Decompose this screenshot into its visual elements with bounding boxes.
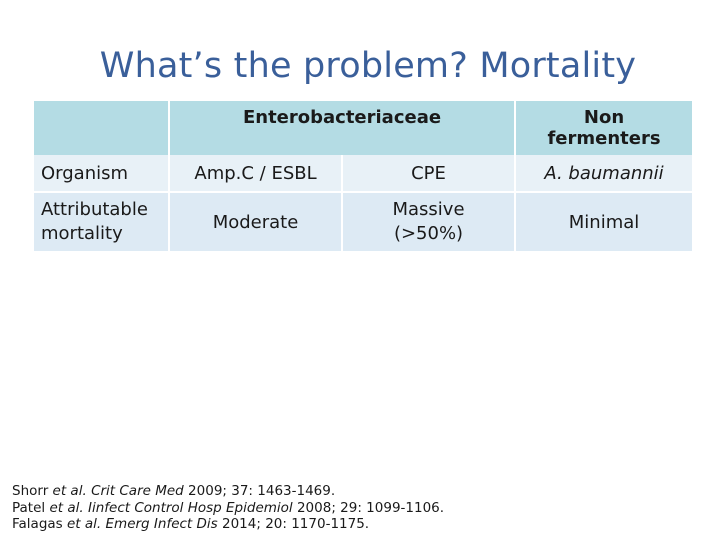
table-row: Attributable mortality Moderate Massive … [34, 191, 693, 251]
ref-etal: et al. [67, 516, 102, 532]
row-label-line2: mortality [41, 223, 123, 244]
header-non-fermenters-line1: Non [583, 107, 625, 128]
reference-item: Shorr et al. Crit Care Med 2009; 37: 146… [12, 483, 444, 500]
cell-moderate: Moderate [168, 191, 342, 251]
ref-journal: Crit Care Med [91, 483, 184, 499]
ref-etal: et al. [49, 499, 84, 516]
cell-massive: Massive (>50%) [340, 191, 516, 251]
table-row: Organism Amp.C / ESBL CPE A. baumannii [34, 155, 693, 192]
cell-massive-line2: (>50%) [393, 223, 464, 244]
ref-authors: Falagas [12, 516, 63, 532]
ref-authors: Patel [12, 499, 46, 516]
cell-minimal: Minimal [514, 191, 693, 251]
ref-journal: Emerg Infect Dis [105, 516, 218, 532]
reference-item: Patel et al. Iinfect Control Hosp Epidem… [12, 500, 444, 517]
cell-a-baumannii: A. baumannii [514, 155, 693, 192]
ref-authors: Shorr [12, 483, 49, 499]
references: Shorr et al. Crit Care Med 2009; 37: 146… [12, 483, 444, 533]
row-label-line1: Attributable [41, 199, 148, 220]
header-enterobacteriaceae: Enterobacteriaceae [167, 101, 516, 155]
cell-cpe: CPE [340, 155, 516, 192]
slide-title: What’s the problem? Mortality [99, 46, 637, 86]
mortality-table: Enterobacteriaceae Non fermenters Organi… [34, 101, 693, 251]
ref-citation: 2009; 37: 1463-1469. [188, 483, 336, 499]
ref-citation: 2008; 29: 1099-1106. [296, 499, 445, 516]
ref-etal: et al. [52, 483, 87, 499]
row-label-attributable-mortality: Attributable mortality [34, 191, 169, 251]
header-non-fermenters: Non fermenters [514, 101, 693, 155]
header-non-fermenters-line2: fermenters [547, 128, 661, 149]
header-blank-cell [34, 101, 169, 155]
cell-massive-line1: Massive [392, 199, 465, 220]
reference-item: Falagas et al. Emerg Infect Dis 2014; 20… [12, 516, 444, 533]
table-header-row: Enterobacteriaceae Non fermenters [34, 101, 693, 155]
cell-ampc-esbl: Amp.C / ESBL [168, 155, 342, 192]
row-label-organism: Organism [34, 155, 169, 192]
ref-journal: Iinfect Control Hosp Epidemiol [87, 499, 293, 516]
ref-citation: 2014; 20: 1170-1175. [222, 516, 370, 532]
